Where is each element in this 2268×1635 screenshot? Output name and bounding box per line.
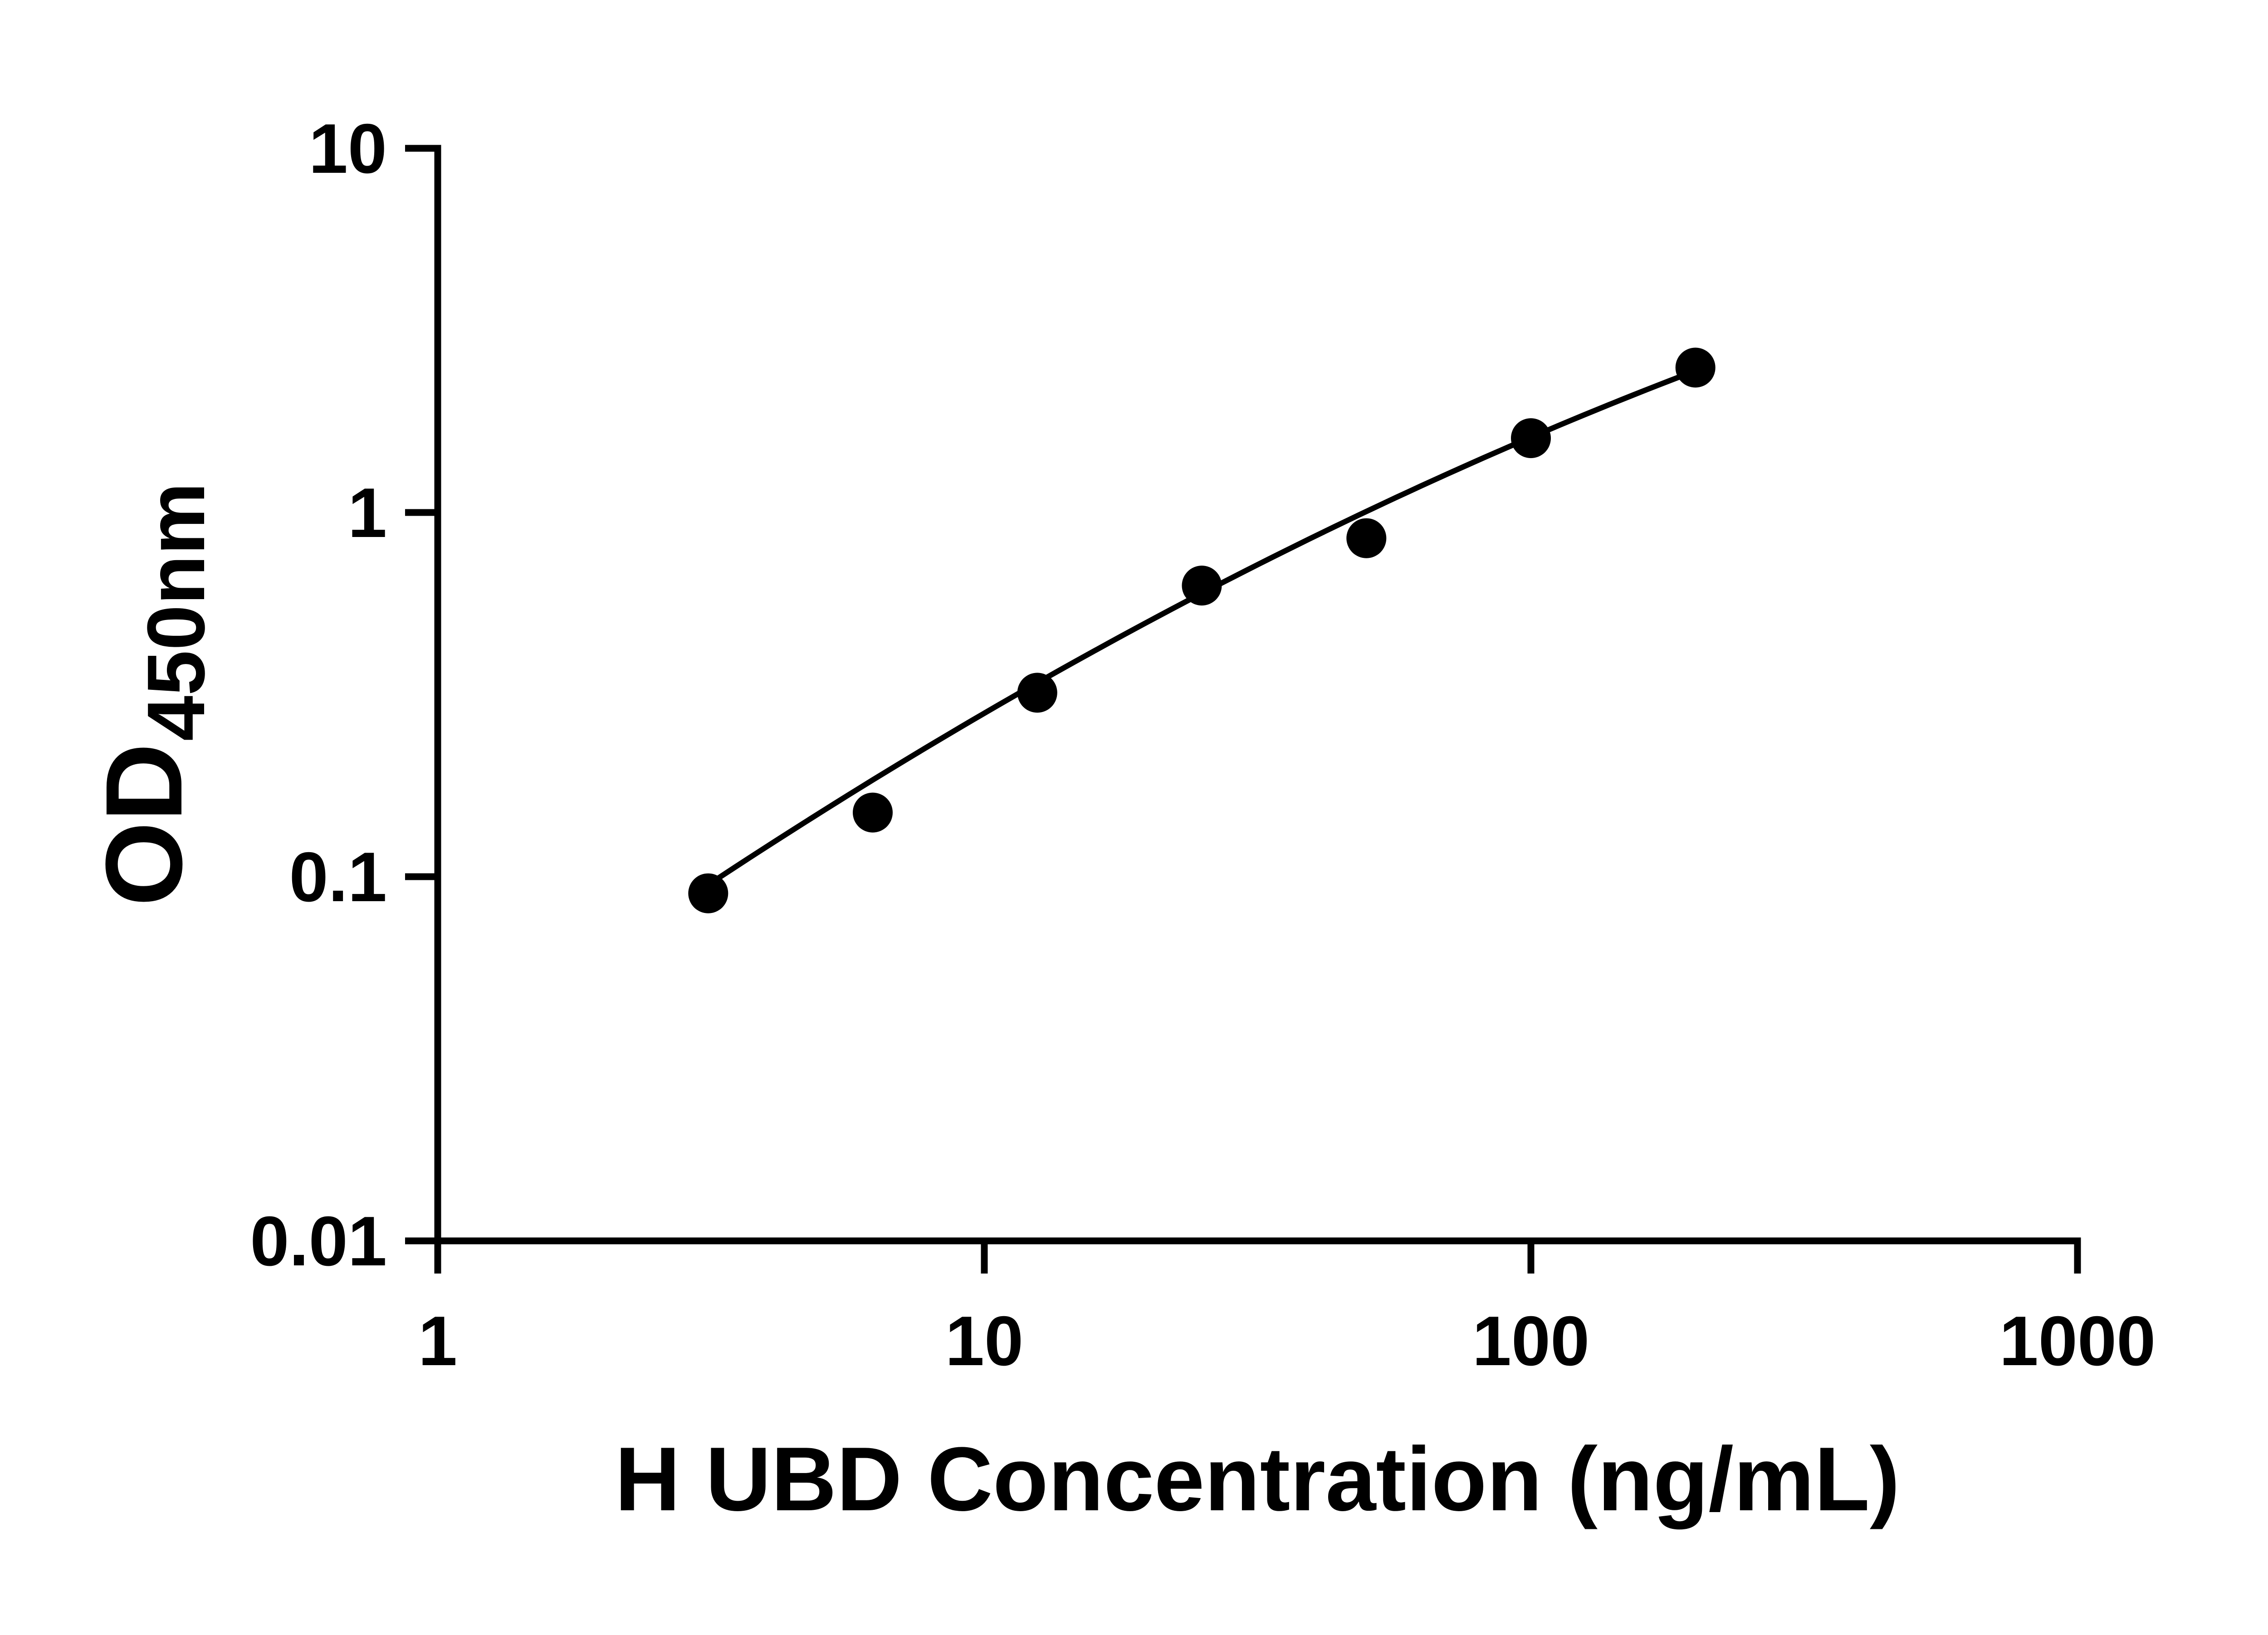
data-point [1182, 566, 1222, 606]
y-axis-title-sub: 450nm [131, 483, 222, 741]
x-tick-label: 100 [1472, 1302, 1590, 1380]
data-point [688, 873, 728, 913]
data-point [853, 792, 893, 833]
y-tick-label: 1 [348, 473, 387, 552]
y-axis-title: OD 450nm [83, 483, 222, 907]
x-tick-label: 1 [418, 1302, 457, 1380]
y-tick-label: 0.01 [250, 1202, 387, 1280]
y-axis-title-main: OD [83, 743, 205, 906]
plot-area: 1 10 100 1000 0.01 0.1 1 10 [250, 109, 2156, 1380]
x-tick-label: 1000 [1999, 1302, 2156, 1380]
data-point [1017, 673, 1057, 713]
x-axis-title: H UBD Concentration (ng/mL) [615, 1429, 1900, 1530]
data-point [1675, 347, 1716, 388]
data-point [1346, 518, 1387, 558]
x-tick-label: 10 [945, 1302, 1023, 1380]
y-tick-label: 10 [309, 109, 387, 188]
y-tick-label: 0.1 [289, 838, 387, 916]
data-point [1511, 418, 1551, 459]
axes-line [434, 145, 2081, 1245]
